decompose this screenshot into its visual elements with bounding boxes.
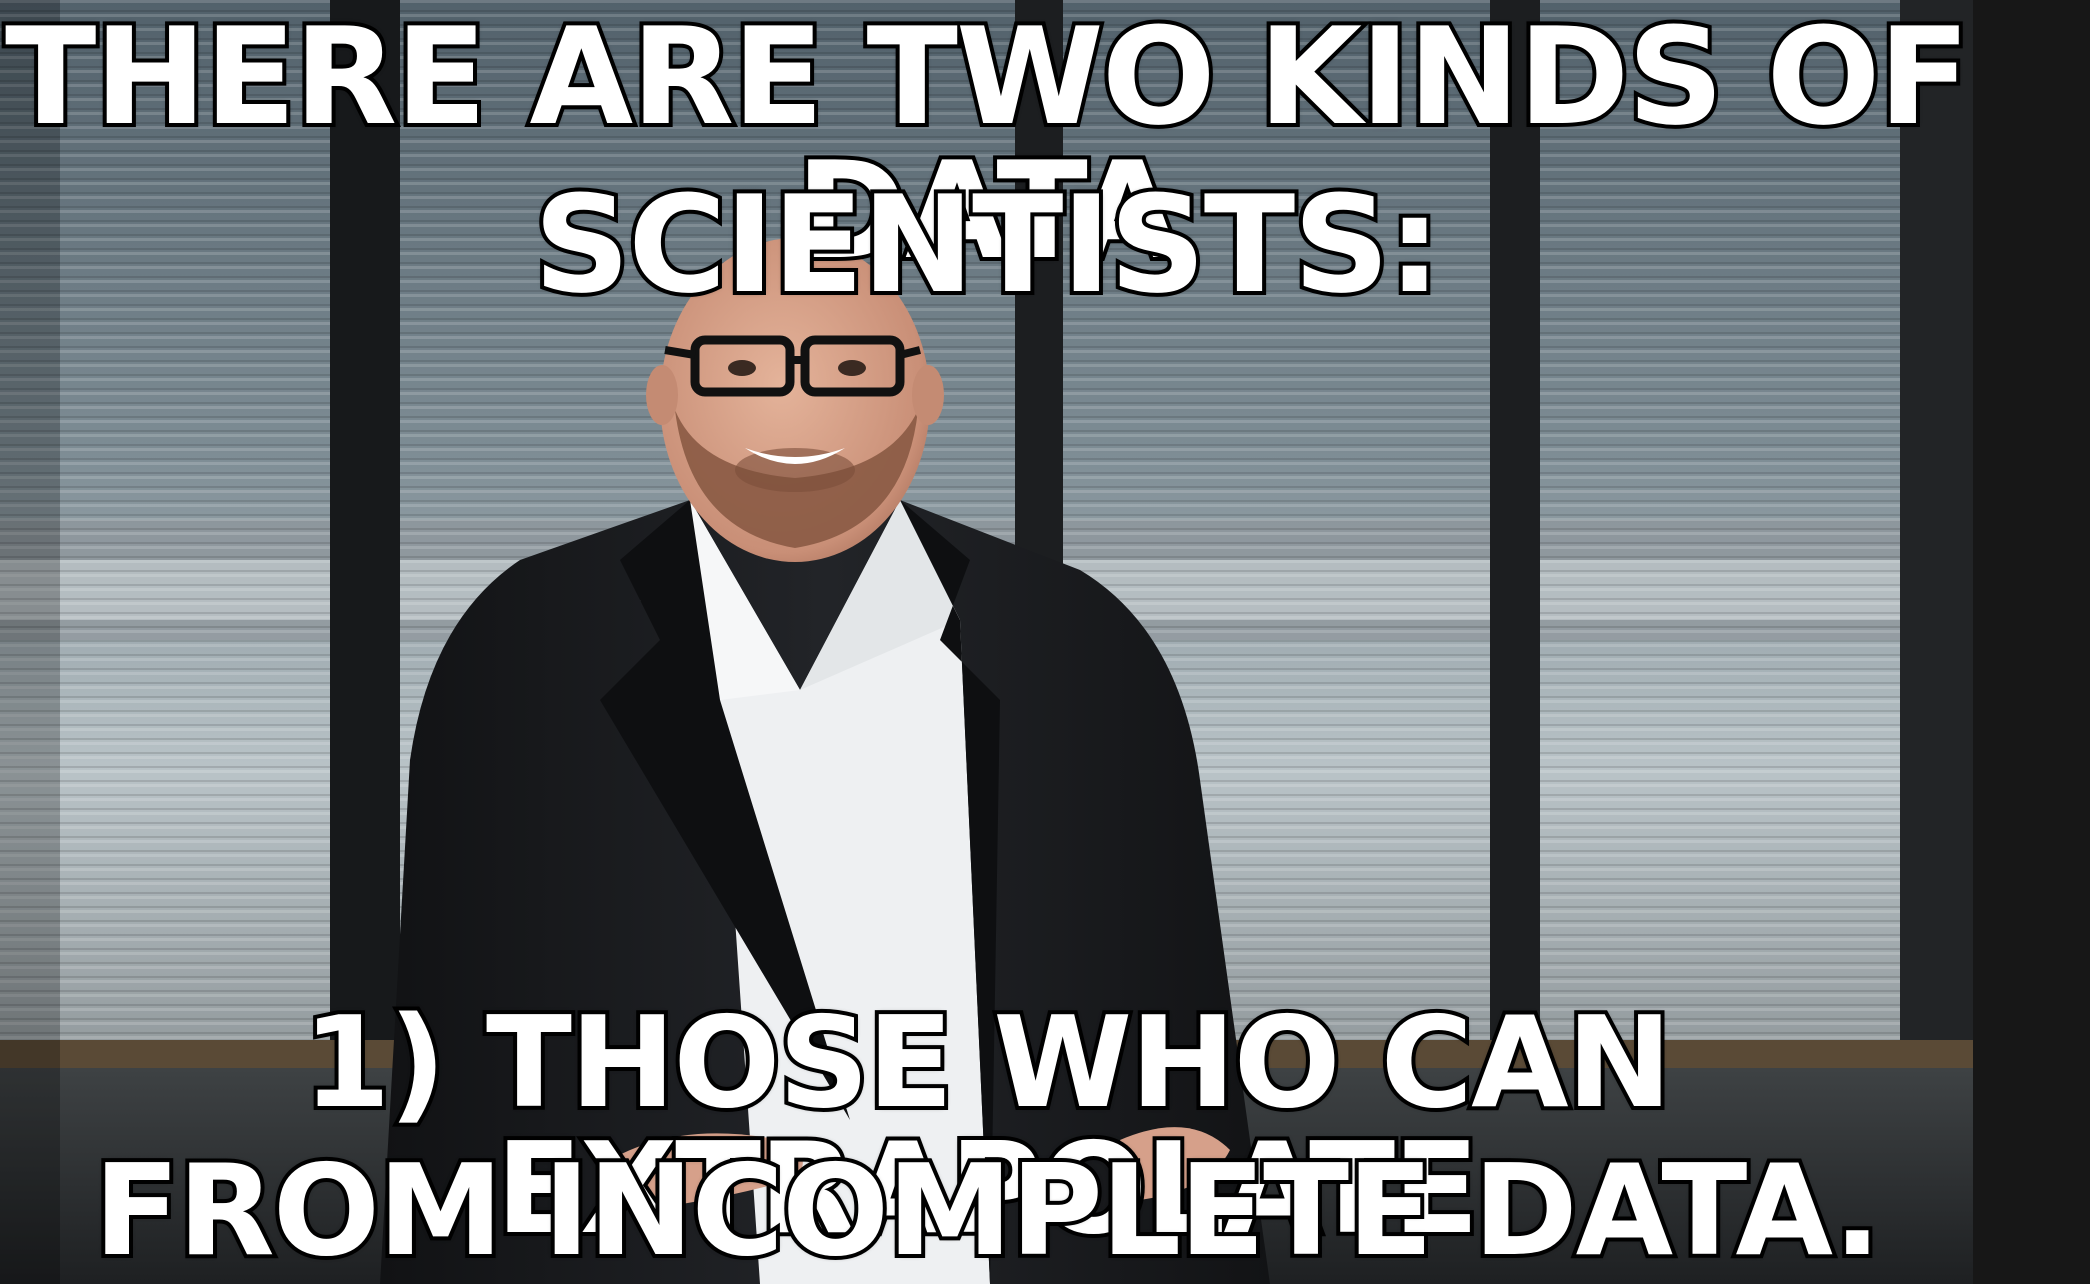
top-caption-line-1: THERE ARE TWO KINDS OF DATA bbox=[1, 0, 1974, 289]
right-border bbox=[1973, 0, 2090, 1284]
photo-scene bbox=[0, 0, 1973, 1284]
bottom-caption-line-2: FROM INCOMPLETE DATA. bbox=[90, 1137, 1886, 1284]
office-photo bbox=[0, 0, 1973, 1284]
top-caption-line-2: SCIENTISTS: bbox=[530, 167, 1446, 323]
bottom-caption-line-1: 1) THOSE WHO CAN EXTRAPOLATE bbox=[299, 989, 1676, 1262]
